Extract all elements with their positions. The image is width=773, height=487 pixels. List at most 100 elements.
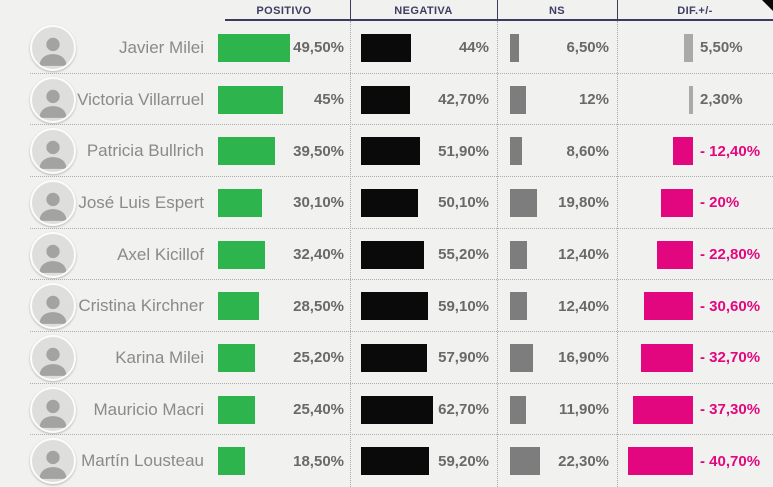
- avatar: [30, 334, 76, 381]
- ns-value: 12,40%: [558, 297, 609, 315]
- header-separator: [617, 0, 618, 20]
- dif-cell: 2,30%: [617, 74, 773, 126]
- column-header-ns: NS: [548, 4, 566, 17]
- ns-bar: [510, 33, 519, 62]
- dif-cell: 5,50%: [617, 22, 773, 74]
- ns-cell: 12,40%: [497, 229, 617, 281]
- ns-cell: 12,40%: [497, 280, 617, 332]
- person-name: José Luis Espert: [78, 192, 204, 212]
- avatar: [30, 438, 76, 485]
- person-cell: Karina Milei: [0, 332, 218, 384]
- dif-bar-holder: [617, 292, 693, 321]
- corner-fold-decoration: [762, 0, 773, 11]
- negativa-value: 55,20%: [438, 246, 489, 264]
- negativa-cell: 59,10%: [350, 280, 497, 332]
- dif-value: - 12,40%: [700, 142, 761, 160]
- table-row: José Luis Espert 30,10% 50,10% 19,80% - …: [0, 177, 773, 229]
- negativa-value: 44%: [458, 39, 489, 57]
- header-underline: [225, 19, 773, 21]
- person-cell: Cristina Kirchner: [0, 280, 218, 332]
- table-row: Martín Lousteau 18,50% 59,20% 22,30% - 4…: [0, 435, 773, 487]
- positivo-value: 30,10%: [293, 194, 344, 212]
- ns-bar: [510, 240, 527, 269]
- positivo-cell: 30,10%: [218, 177, 350, 229]
- person-silhouette-icon: [39, 347, 67, 376]
- negativa-cell: 59,20%: [350, 435, 497, 487]
- negativa-bar: [361, 343, 427, 372]
- negativa-bar: [361, 292, 429, 321]
- ns-value: 11,90%: [558, 401, 609, 419]
- positivo-value: 49,50%: [293, 39, 344, 57]
- avatar: [30, 231, 76, 278]
- dif-bar: [673, 137, 693, 166]
- person-name: Javier Milei: [118, 37, 204, 57]
- header-separator: [350, 0, 351, 20]
- ns-bar: [510, 395, 527, 424]
- table-row: Victoria Villarruel 45% 42,70% 12% 2,30%: [0, 74, 773, 126]
- ns-value: 12,40%: [558, 246, 609, 264]
- row-separator: [30, 227, 773, 229]
- person-cell: Patricia Bullrich: [0, 125, 218, 177]
- dif-value: - 32,70%: [700, 349, 761, 367]
- dif-bar-holder: [617, 343, 693, 372]
- dif-bar-holder: [617, 137, 693, 166]
- column-header-positivo: POSITIVO: [256, 4, 312, 17]
- negativa-cell: 57,90%: [350, 332, 497, 384]
- ns-cell: 6,50%: [497, 22, 617, 74]
- negativa-value: 57,90%: [438, 349, 489, 367]
- ns-value: 12%: [578, 91, 609, 108]
- person-name: Mauricio Macri: [93, 399, 204, 419]
- person-cell: Mauricio Macri: [0, 384, 218, 436]
- ns-bar: [510, 292, 527, 321]
- ns-cell: 16,90%: [497, 332, 617, 384]
- dif-value: - 20%: [700, 194, 740, 212]
- table-row: Javier Milei 49,50% 44% 6,50% 5,50%: [0, 22, 773, 74]
- person-silhouette-icon: [39, 140, 67, 170]
- negativa-bar: [361, 447, 429, 476]
- column-divider: [617, 21, 618, 487]
- dif-cell: - 30,60%: [617, 280, 773, 332]
- person-name: Patricia Bullrich: [86, 141, 204, 161]
- dif-bar: [627, 447, 693, 476]
- ns-bar: [510, 343, 533, 372]
- negativa-value: 59,10%: [438, 297, 489, 315]
- ns-cell: 12%: [497, 74, 617, 126]
- person-cell: Javier Milei: [0, 22, 218, 74]
- dif-value: - 37,30%: [700, 401, 761, 419]
- ns-cell: 19,80%: [497, 177, 617, 229]
- avatar: [30, 179, 76, 226]
- dif-cell: - 22,80%: [617, 229, 773, 281]
- dif-cell: - 37,30%: [617, 384, 773, 436]
- dif-bar: [633, 395, 693, 424]
- positivo-value: 32,40%: [293, 246, 344, 264]
- avatar: [30, 283, 76, 330]
- positivo-bar: [218, 188, 262, 217]
- positivo-bar: [218, 85, 284, 114]
- dif-cell: - 32,70%: [617, 332, 773, 384]
- negativa-value: 50,10%: [438, 194, 489, 212]
- avatar: [30, 76, 76, 123]
- column-header-row: POSITIVO NEGATIVA NS DIF.+/-: [0, 0, 773, 21]
- table-row: Axel Kicillof 32,40% 55,20% 12,40% - 22,…: [0, 229, 773, 281]
- positivo-cell: 45%: [218, 74, 350, 126]
- row-separator: [30, 176, 773, 178]
- negativa-bar: [361, 33, 412, 62]
- person-name: Axel Kicillof: [117, 244, 204, 264]
- dif-cell: - 20%: [617, 177, 773, 229]
- ns-bar: [510, 447, 541, 476]
- dif-bar-holder: [617, 447, 693, 476]
- ns-cell: 22,30%: [497, 435, 617, 487]
- dif-value: 5,50%: [700, 39, 743, 57]
- person-name: Victoria Villarruel: [77, 89, 204, 109]
- negativa-bar: [361, 395, 433, 424]
- person-silhouette-icon: [39, 192, 67, 221]
- negativa-value: 59,20%: [438, 452, 489, 470]
- positivo-bar: [218, 395, 255, 424]
- dif-cell: - 12,40%: [617, 125, 773, 177]
- column-header-dif: DIF.+/-: [677, 4, 713, 17]
- dif-bar-holder: [617, 33, 693, 62]
- positivo-value: 25,40%: [293, 401, 344, 419]
- dif-bar: [661, 188, 693, 217]
- dif-value: 2,30%: [700, 91, 743, 108]
- column-divider: [350, 21, 351, 487]
